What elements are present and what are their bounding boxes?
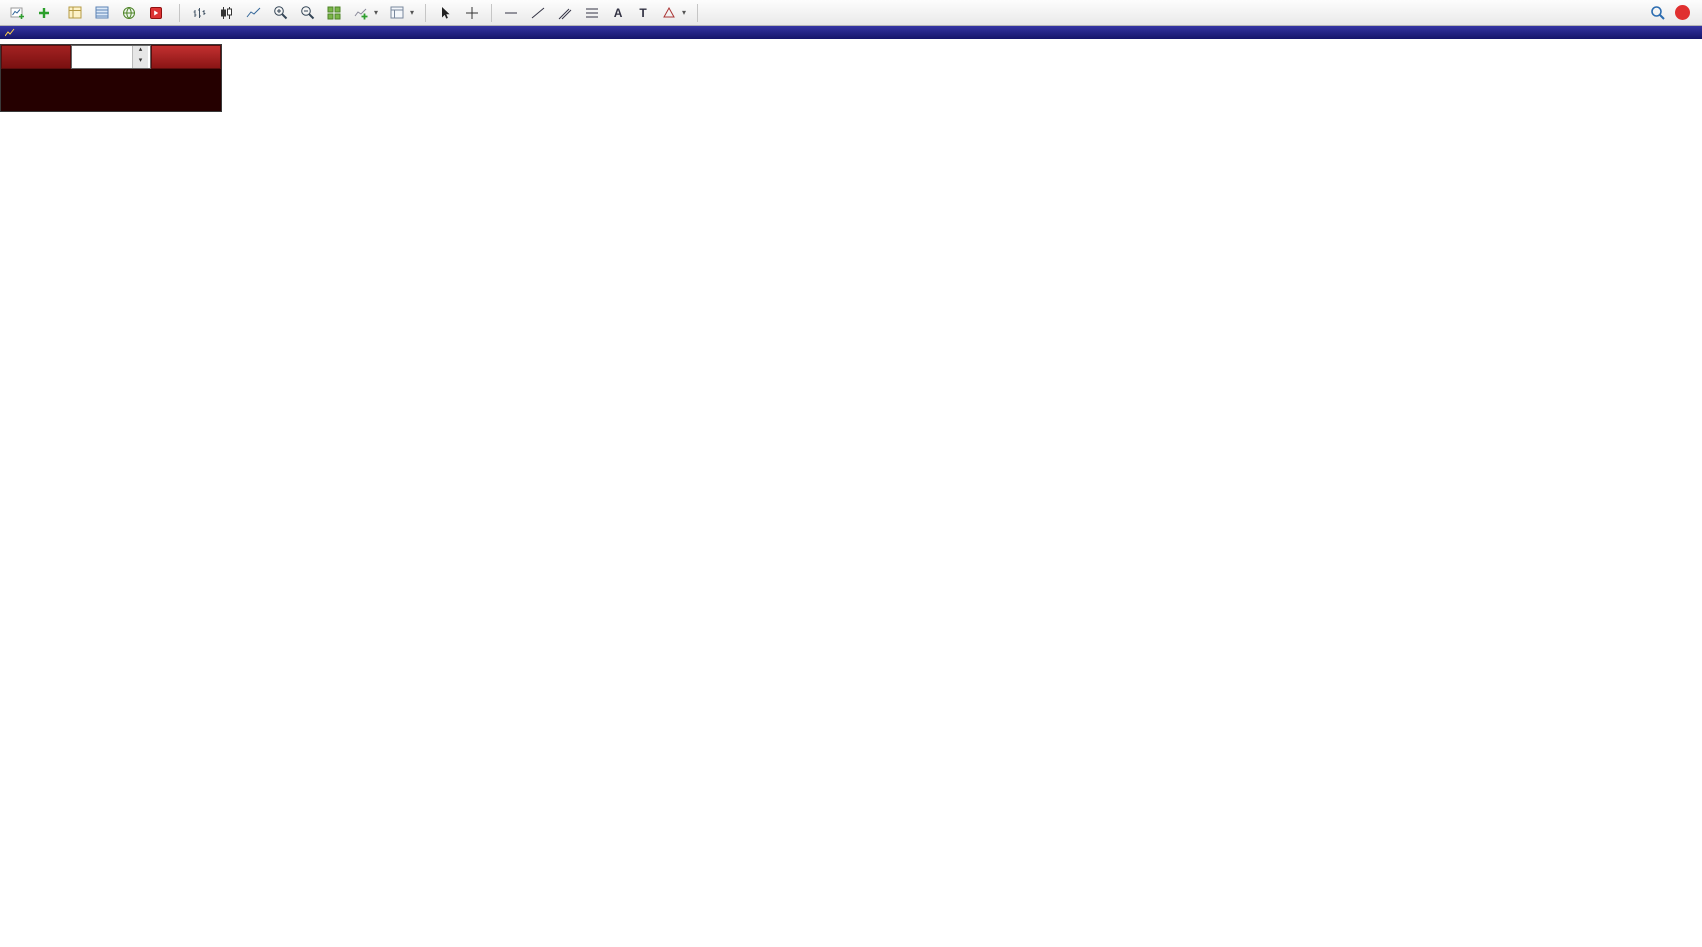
dropdown-caret-icon: ▾: [682, 8, 687, 17]
candlestick-mode-button[interactable]: [213, 2, 239, 24]
indicators-icon: [353, 5, 369, 21]
auto-trading-icon: [148, 5, 164, 21]
channel-icon: [557, 5, 573, 21]
zoom-in-icon: [272, 5, 288, 21]
market-watch-icon: [67, 5, 83, 21]
templates-button[interactable]: ▾: [384, 2, 419, 24]
chart-symbol-icon: [5, 28, 15, 37]
shapes-tool-button[interactable]: ▾: [656, 2, 691, 24]
lot-size-input[interactable]: [72, 46, 132, 68]
toolbar-separator: [179, 3, 180, 22]
cursor-icon: [437, 5, 453, 21]
search-icon: [1649, 5, 1665, 21]
shapes-icon: [661, 5, 677, 21]
sell-price: [1, 69, 111, 111]
line-chart-icon: [245, 5, 261, 21]
lot-size-stepper: ▴ ▾: [71, 45, 151, 69]
sell-button[interactable]: [1, 45, 71, 69]
fibonacci-icon: [584, 5, 600, 21]
tile-windows-icon: [326, 5, 342, 21]
one-click-trading-panel: ▴ ▾: [0, 44, 222, 112]
indicators-button[interactable]: ▾: [348, 2, 383, 24]
lot-decrease-button[interactable]: ▾: [132, 57, 148, 68]
label-t-icon: T: [639, 5, 647, 20]
lot-spinner: ▴ ▾: [132, 46, 148, 68]
macd-label: [4, 602, 16, 614]
new-order-button[interactable]: [31, 2, 61, 24]
terminal-button[interactable]: [116, 2, 142, 24]
data-window-button[interactable]: [89, 2, 115, 24]
candlestick-icon: [218, 5, 234, 21]
main-toolbar: ▾ ▾ A T ▾: [0, 0, 1702, 26]
crosshair-tool-button[interactable]: [459, 2, 485, 24]
trendline-tool-button[interactable]: [525, 2, 551, 24]
horizontal-line-tool-button[interactable]: [498, 2, 524, 24]
toolbar-separator: [697, 3, 699, 22]
bar-chart-mode-button[interactable]: [186, 2, 212, 24]
tile-windows-button[interactable]: [321, 2, 347, 24]
new-chart-button[interactable]: [4, 2, 30, 24]
zoom-out-icon: [299, 5, 315, 21]
zoom-in-button[interactable]: [267, 2, 293, 24]
zoom-out-button[interactable]: [294, 2, 320, 24]
lot-increase-button[interactable]: ▴: [132, 46, 148, 57]
new-chart-icon: [9, 5, 25, 21]
trendline-icon: [530, 5, 546, 21]
terminal-icon: [121, 5, 137, 21]
rsi-label: [4, 760, 10, 772]
buy-button[interactable]: [151, 45, 221, 69]
horizontal-line-icon: [503, 5, 519, 21]
search-button[interactable]: [1644, 2, 1670, 24]
dropdown-caret-icon: ▾: [410, 8, 415, 17]
text-tool-button[interactable]: A: [606, 2, 630, 24]
templates-icon: [389, 5, 405, 21]
toolbar-separator: [425, 3, 427, 22]
channel-tool-button[interactable]: [552, 2, 578, 24]
cursor-tool-button[interactable]: [432, 2, 458, 24]
crosshair-icon: [464, 5, 480, 21]
text-a-icon: A: [613, 5, 623, 20]
bar-chart-icon: [191, 5, 207, 21]
fibonacci-tool-button[interactable]: [579, 2, 605, 24]
line-chart-mode-button[interactable]: [240, 2, 266, 24]
toolbar-separator: [491, 3, 493, 22]
data-window-icon: [94, 5, 110, 21]
dropdown-caret-icon: ▾: [374, 8, 379, 17]
plus-icon: [36, 5, 52, 21]
market-watch-button[interactable]: [62, 2, 88, 24]
notification-badge[interactable]: [1675, 5, 1690, 20]
chart-window-titlebar: [0, 26, 1702, 39]
buy-price: [111, 69, 221, 111]
label-tool-button[interactable]: T: [631, 2, 655, 24]
auto-trading-button[interactable]: [143, 2, 173, 24]
